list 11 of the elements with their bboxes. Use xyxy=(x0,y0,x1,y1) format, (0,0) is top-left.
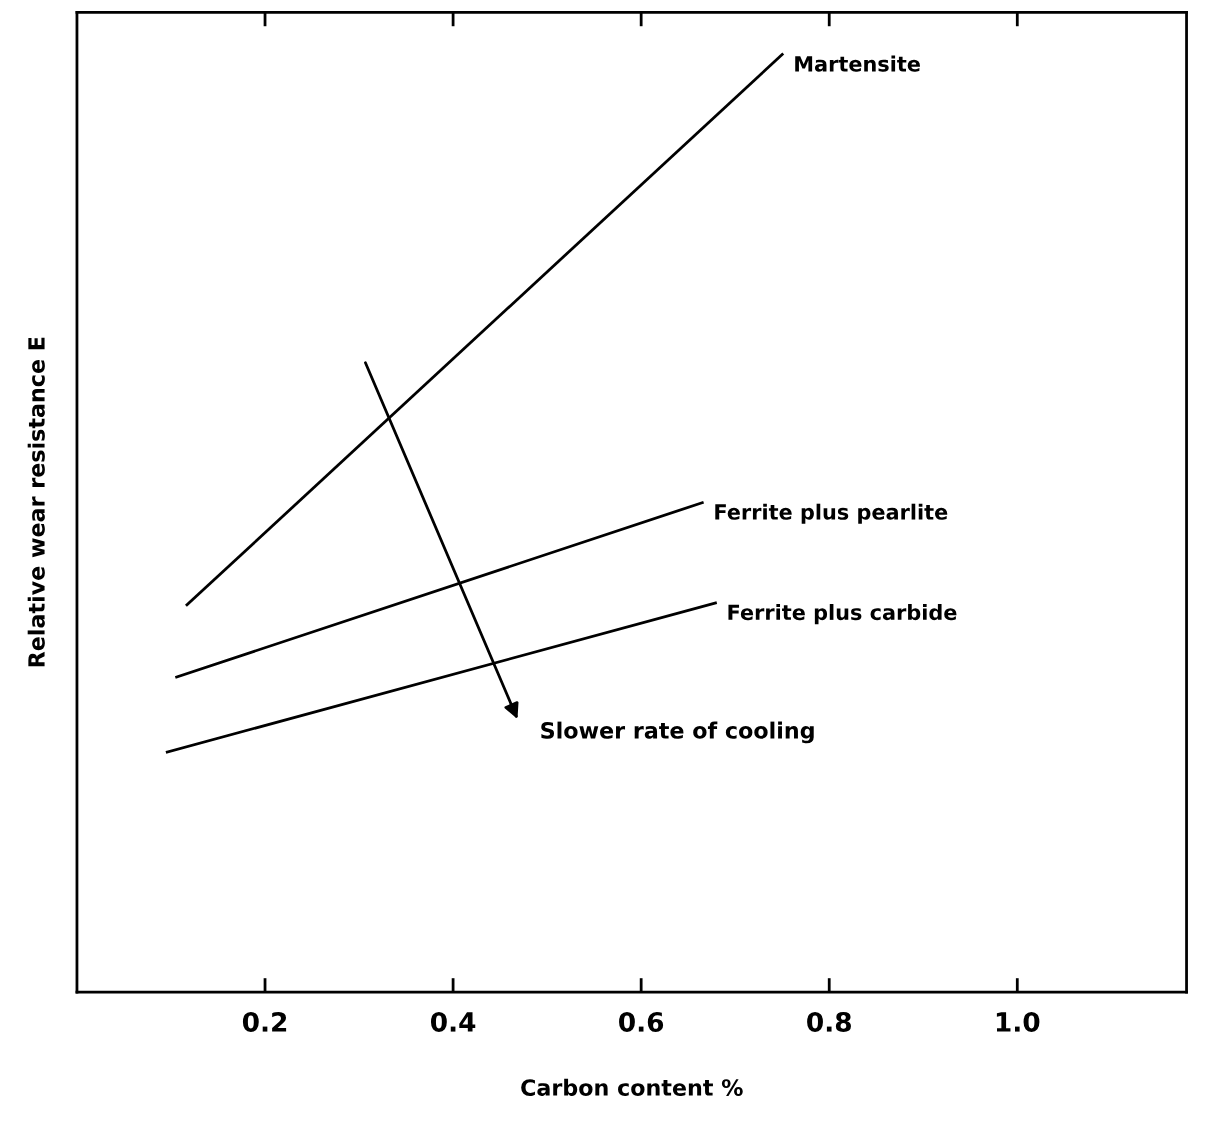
annotation: Slower rate of cooling xyxy=(541,721,814,744)
x-tick-label: 1.0 xyxy=(996,1012,1040,1032)
y-axis-title: Relative wear resistance E xyxy=(27,337,45,667)
x-axis-title: Carbon content % xyxy=(521,1078,743,1096)
x-tick-label: 0.6 xyxy=(619,1012,664,1032)
series-label: Ferrite plus carbide xyxy=(728,604,957,625)
series-label: Ferrite plus pearlite xyxy=(715,503,948,524)
x-tick-label: 0.4 xyxy=(430,1012,476,1032)
x-tick-label: 0.8 xyxy=(807,1012,851,1032)
series-label: Martensite xyxy=(795,55,920,72)
x-tick-label: 0.2 xyxy=(242,1012,287,1032)
